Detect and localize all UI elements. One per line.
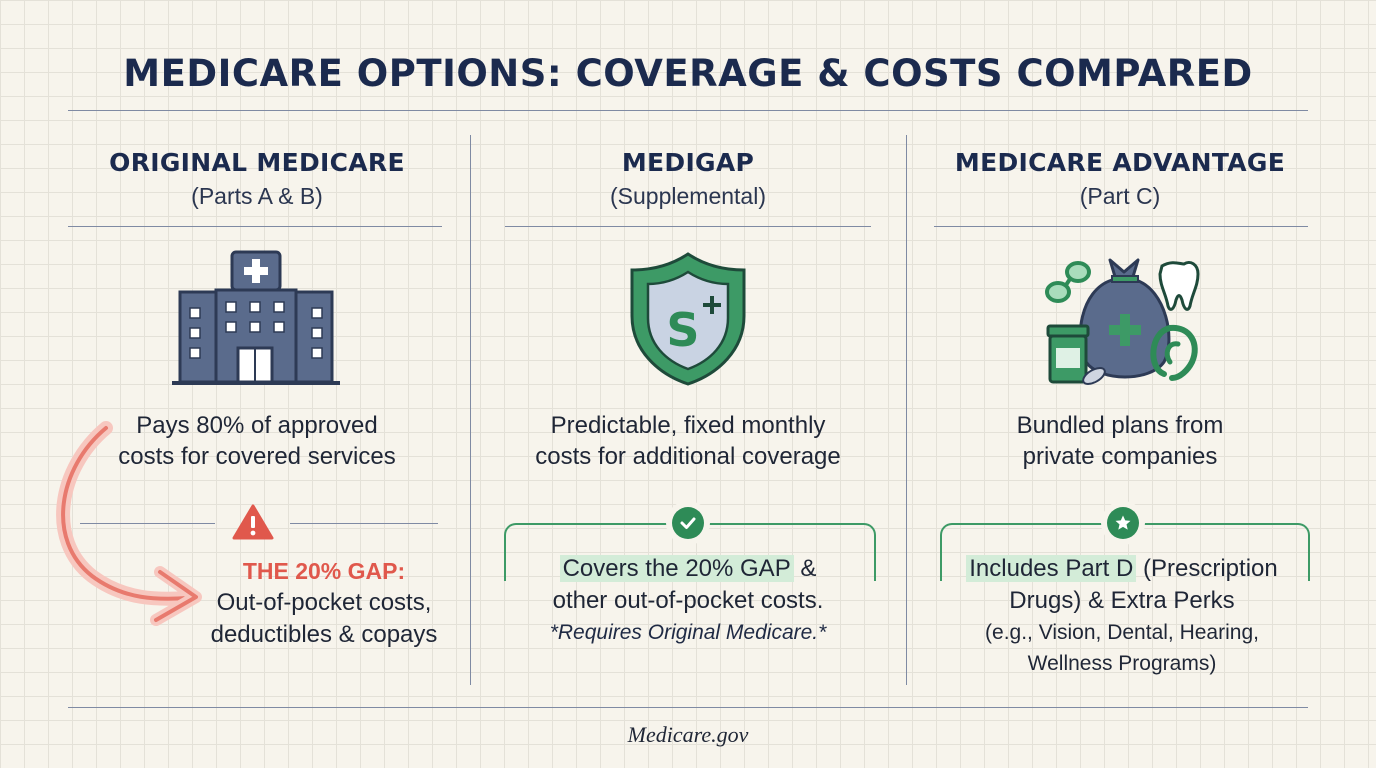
column-header-divider (505, 226, 871, 227)
title-divider (68, 110, 1308, 111)
column-subtitle: (Parts A & B) (191, 183, 323, 209)
check-icon (672, 507, 704, 539)
page-title: MEDICARE OPTIONS: COVERAGE & COSTS COMPA… (123, 52, 1253, 95)
column-description: Predictable, fixed monthly costs for add… (535, 412, 841, 470)
warning-icon (232, 503, 274, 541)
gap-callout: THE 20% GAP: Out-of-pocket costs, deduct… (184, 555, 464, 651)
column-subtitle: (Supplemental) (610, 183, 766, 209)
callout-divider-right (290, 523, 438, 524)
column-title: ORIGINAL MEDICARE (109, 148, 405, 177)
column-medicare-advantage: MEDICARE ADVANTAGE (Part C) (910, 148, 1330, 210)
highlight-text: Covers the 20% GAP (559, 555, 794, 582)
star-icon (1107, 507, 1139, 539)
advantage-callout: Includes Part D (Prescription Drugs) & E… (910, 553, 1334, 679)
column-divider-1 (470, 135, 471, 685)
gap-label: THE 20% GAP: (242, 558, 406, 584)
column-medigap: MEDIGAP (Supplemental) (478, 148, 898, 210)
column-description: Bundled plans from private companies (1016, 412, 1224, 470)
column-title: MEDICARE ADVANTAGE (954, 148, 1286, 177)
bundle-bag-icon (1040, 250, 1202, 388)
column-subtitle: (Part C) (1079, 183, 1161, 209)
column-title: MEDIGAP (621, 148, 755, 177)
shield-icon: S (628, 250, 748, 388)
footer-divider (68, 707, 1308, 708)
curved-arrow-icon (40, 420, 220, 635)
callout-divider-left (80, 523, 215, 524)
footer-source: Medicare.gov (627, 722, 749, 747)
column-description: Pays 80% of approved costs for covered s… (118, 412, 396, 470)
column-divider-2 (906, 135, 907, 685)
hospital-icon (170, 248, 342, 388)
column-header-divider (934, 226, 1308, 227)
column-original-medicare: ORIGINAL MEDICARE (Parts A & B) (47, 148, 467, 210)
medigap-callout: Covers the 20% GAP & other out-of-pocket… (478, 553, 898, 648)
svg-text:S: S (666, 303, 699, 357)
requirement-note: *Requires Original Medicare.* (549, 621, 827, 644)
column-header-divider (68, 226, 442, 227)
highlight-text: Includes Part D (966, 555, 1137, 582)
